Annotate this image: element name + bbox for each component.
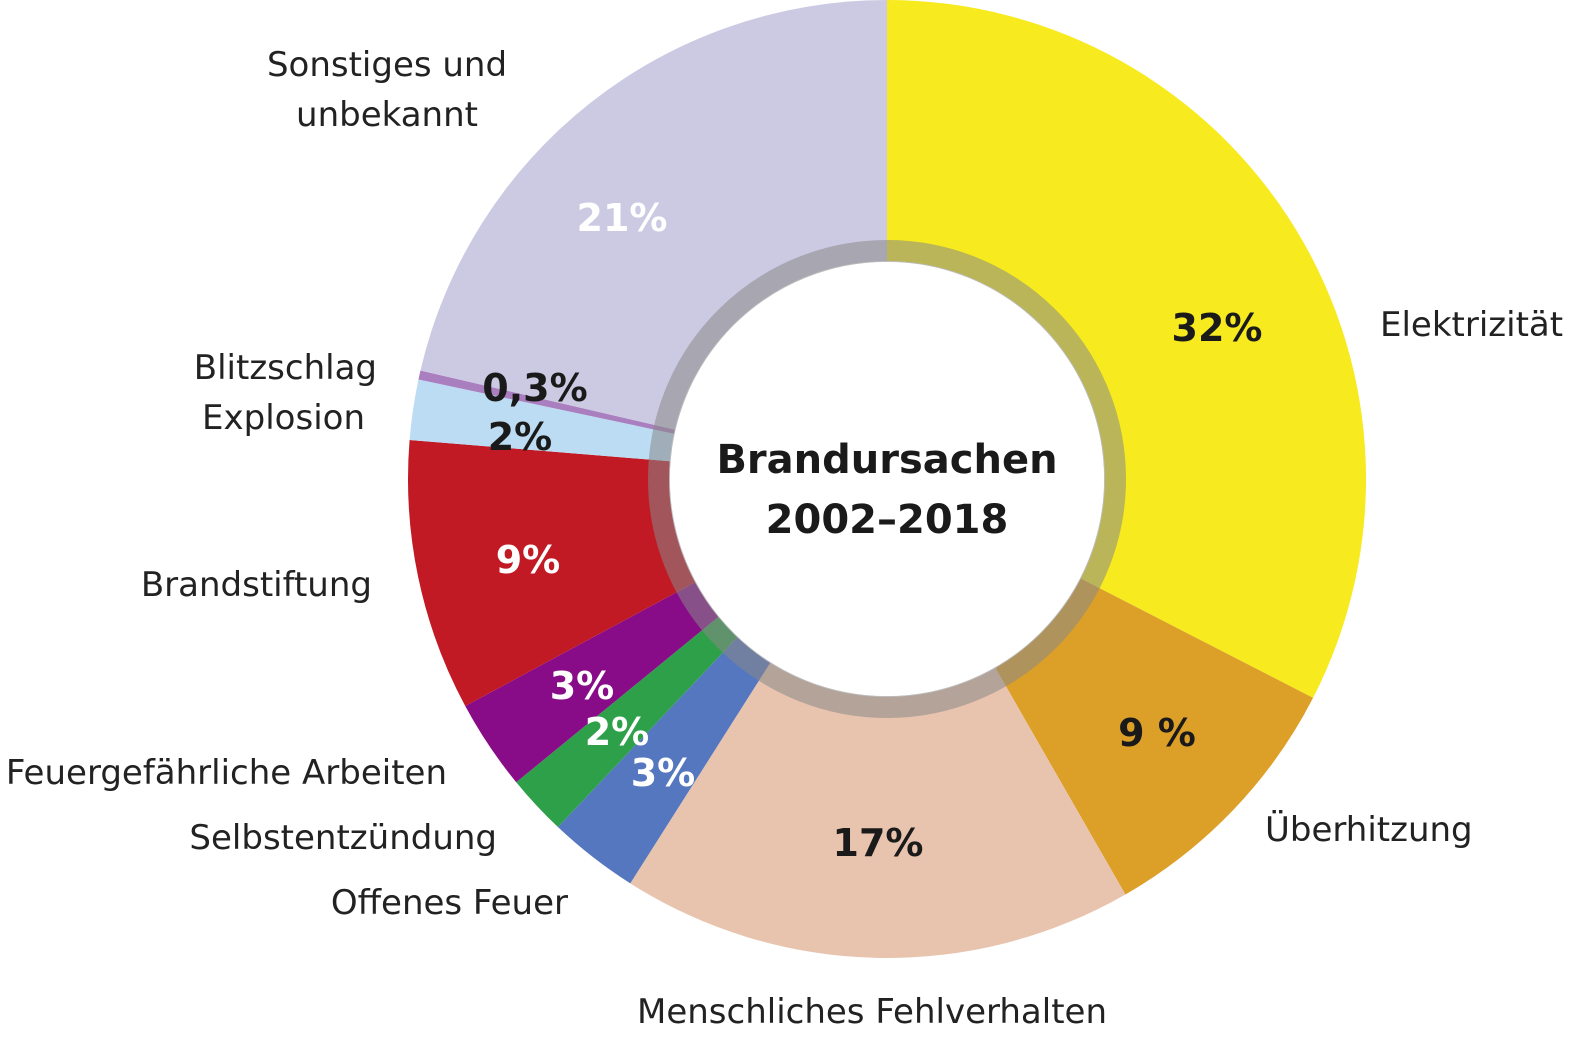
- chart-title: Brandursachen 2002–2018: [716, 437, 1058, 543]
- value-label: 3%: [630, 751, 696, 795]
- value-label: 21%: [576, 196, 668, 240]
- inner-ring: [648, 240, 1126, 718]
- category-label: Selbstentzündung: [189, 818, 497, 858]
- value-label: 0,3%: [482, 366, 588, 410]
- category-label: Sonstiges und unbekannt: [266, 45, 508, 135]
- donut-segment: [516, 617, 738, 828]
- category-label: Überhitzung: [1265, 810, 1473, 850]
- donut-segment: [557, 637, 771, 884]
- category-label: Elektrizität: [1380, 305, 1564, 345]
- donut-segment: [420, 0, 887, 430]
- category-label: Blitzschlag: [193, 348, 377, 388]
- category-label: Explosion: [202, 398, 365, 438]
- value-label: 3%: [549, 664, 615, 708]
- donut-segment: [409, 379, 674, 462]
- donut-segment: [630, 663, 1126, 958]
- category-label: Menschliches Fehlverhalten: [637, 992, 1107, 1032]
- category-label: Feuergefährliche Arbeiten: [5, 753, 447, 793]
- value-label: 32%: [1171, 306, 1263, 350]
- center-hole: [670, 262, 1104, 696]
- donut-segment: [408, 440, 696, 707]
- value-label: 2%: [584, 710, 650, 754]
- donut-segment: [418, 370, 675, 434]
- category-label: Offenes Feuer: [330, 883, 568, 923]
- value-label: 9%: [495, 538, 561, 582]
- donut-segment: [465, 582, 719, 783]
- value-label: 17%: [832, 821, 924, 865]
- category-label: Brandstiftung: [140, 565, 372, 605]
- value-label: 2%: [487, 415, 553, 459]
- donut-segment: [887, 0, 1366, 698]
- donut-segment: [995, 578, 1314, 895]
- value-label: 9 %: [1118, 711, 1196, 755]
